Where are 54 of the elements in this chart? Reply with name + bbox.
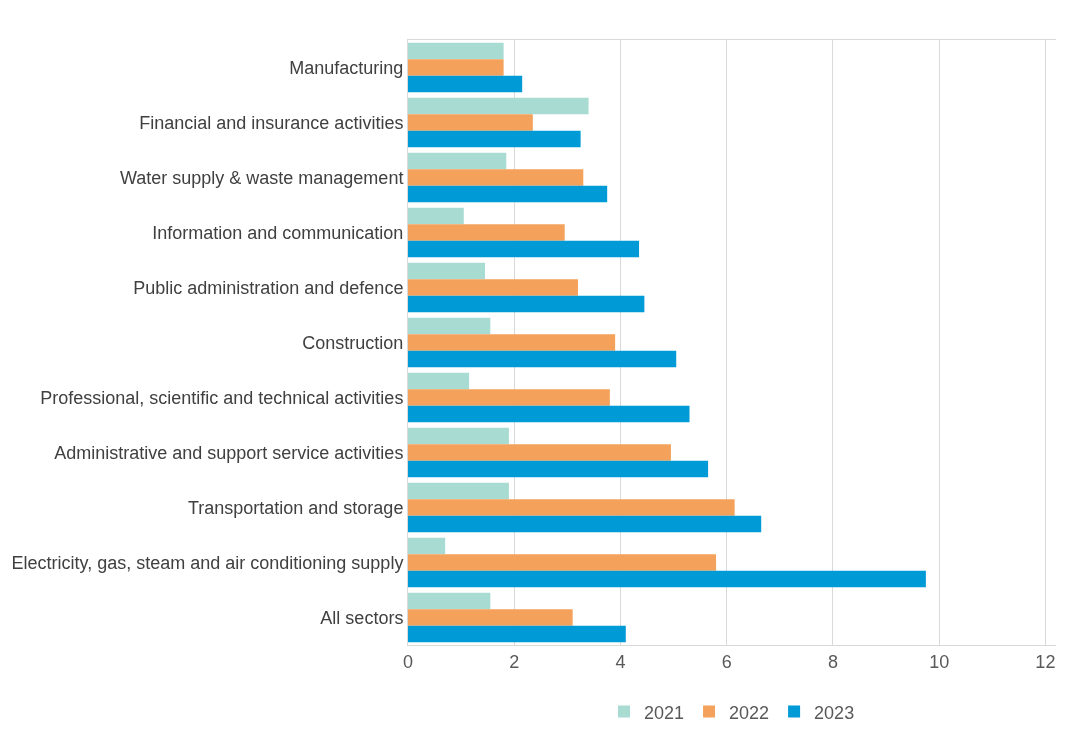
x-tick-label: 0: [402, 651, 414, 672]
bar: [408, 350, 677, 368]
x-tick-label: 12: [1035, 651, 1056, 672]
bar: [408, 334, 616, 351]
y-tick-label: Administrative and support service activities: [54, 442, 404, 463]
bar: [408, 114, 533, 131]
bar: [408, 59, 504, 76]
y-tick-label: Financial and insurance activities: [139, 112, 404, 133]
legend-label: 2023: [814, 702, 855, 723]
x-tick-label: 10: [929, 651, 950, 672]
bar: [408, 185, 608, 203]
bar: [408, 240, 640, 258]
bar: [408, 537, 446, 555]
bar: [408, 42, 504, 60]
bar: [408, 444, 671, 461]
bar: [408, 389, 610, 406]
y-tick-label: Water supply & waste management: [119, 167, 404, 188]
bar: [408, 592, 491, 610]
y-tick-label: Construction: [302, 332, 404, 353]
y-tick-label: Electricity, gas, steam and air conditioning supply: [11, 552, 404, 573]
legend-label: 2021: [644, 702, 685, 723]
x-tick-label: 8: [827, 651, 838, 672]
bar: [408, 262, 486, 280]
bar: [408, 97, 589, 115]
bar: [408, 609, 573, 626]
x-tick-label: 2: [509, 651, 520, 672]
y-tick-label: Manufacturing: [289, 57, 404, 78]
bar: [408, 554, 717, 571]
bar: [408, 405, 690, 423]
bar: [408, 499, 735, 516]
y-tick-label: Public administration and defence: [133, 277, 404, 298]
bar: [408, 460, 709, 478]
bar: [408, 75, 523, 93]
bar: [408, 295, 645, 313]
bar: [408, 224, 565, 241]
bar: [408, 130, 581, 148]
bar: [408, 515, 762, 533]
bar: [408, 317, 491, 335]
legend-label: 2022: [729, 702, 770, 723]
y-tick-label: Transportation and storage: [187, 497, 404, 518]
bar: [408, 427, 509, 445]
y-tick-label: All sectors: [320, 607, 404, 628]
bar: [408, 279, 578, 296]
bar: [408, 625, 626, 643]
x-tick-label: 4: [615, 651, 626, 672]
bar: [408, 482, 509, 500]
y-tick-label: Professional, scientific and technical activities: [40, 387, 404, 408]
bar: [408, 169, 584, 186]
bar: [408, 372, 470, 390]
bar: [408, 207, 464, 225]
y-tick-label: Information and communication: [152, 222, 404, 243]
bar: [408, 570, 926, 588]
x-tick-label: 6: [721, 651, 732, 672]
bar: [408, 152, 507, 170]
